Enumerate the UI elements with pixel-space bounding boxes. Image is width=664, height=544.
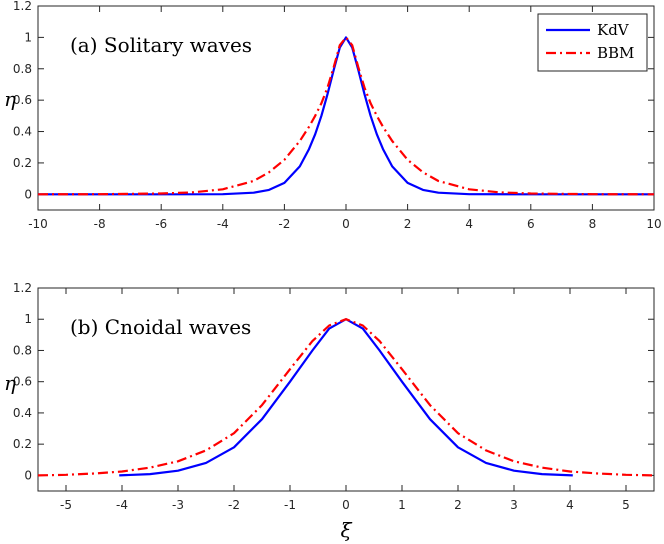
xtick-label: 4 [465,217,473,231]
panel-b-ylabel: η [4,371,16,395]
xtick-label: 0 [342,217,350,231]
ytick-label: 1.2 [13,0,32,13]
legend-kdv-label: KdV [597,21,630,39]
xtick-label: 6 [527,217,535,231]
xtick-label: 3 [510,498,518,512]
xtick-label: 1 [398,498,406,512]
xtick-label: 0 [342,498,350,512]
ytick-label: 0.6 [13,375,32,389]
xtick-label: -8 [94,217,106,231]
xtick-label: 2 [454,498,462,512]
ytick-label: 1 [24,30,32,44]
legend-box [537,13,648,72]
ytick-label: 0.2 [13,156,32,170]
legend: KdV BBM [537,13,648,72]
ytick-label: 0.2 [13,437,32,451]
panel-a: 0 0.2 0.4 0.6 0.8 1 1.2 -10 -8 -6 -4 -2 0 2 4 6 8 10 (a)… [4,0,662,231]
xtick-label: -2 [278,217,290,231]
panel-a-annotation: (a) Solitary waves [70,33,252,57]
series-bbm-line [37,36,655,196]
xtick-label: 10 [646,217,661,231]
ytick-label: 0 [24,468,32,482]
series-kdv-line [119,318,573,477]
xtick-label: -4 [217,217,229,231]
xtick-label: -5 [60,498,72,512]
panel-b-annotation: (b) Cnoidal waves [70,315,251,339]
xtick-label: -2 [228,498,240,512]
xtick-label: -1 [284,498,296,512]
panel-b: 0 0.2 0.4 0.6 0.8 1 1.2 -5 -4 -3 -2 -1 0 1 2 3 4 5 (b) C… [4,281,655,542]
ytick-label: 0.4 [13,406,32,420]
xtick-label: 4 [566,498,574,512]
xtick-label: -6 [155,217,167,231]
panel-b-xlabel: ξ [340,518,352,542]
ytick-label: 1 [24,312,32,326]
xtick-label: 2 [404,217,412,231]
xtick-label: -3 [172,498,184,512]
xtick-label: -10 [28,217,48,231]
xtick-label: -4 [116,498,128,512]
series-kdv-line [38,36,654,196]
ytick-label: 0.8 [13,62,32,76]
series-bbm-line [37,318,655,477]
xtick-label: 5 [622,498,630,512]
ytick-label: 1.2 [13,281,32,295]
ytick-label: 0 [24,187,32,201]
ytick-label: 0.6 [13,93,32,107]
ytick-label: 0.8 [13,343,32,357]
xtick-label: 8 [589,217,597,231]
panel-a-ylabel: η [4,87,16,111]
ytick-label: 0.4 [13,125,32,139]
legend-bbm-label: BBM [597,44,634,62]
